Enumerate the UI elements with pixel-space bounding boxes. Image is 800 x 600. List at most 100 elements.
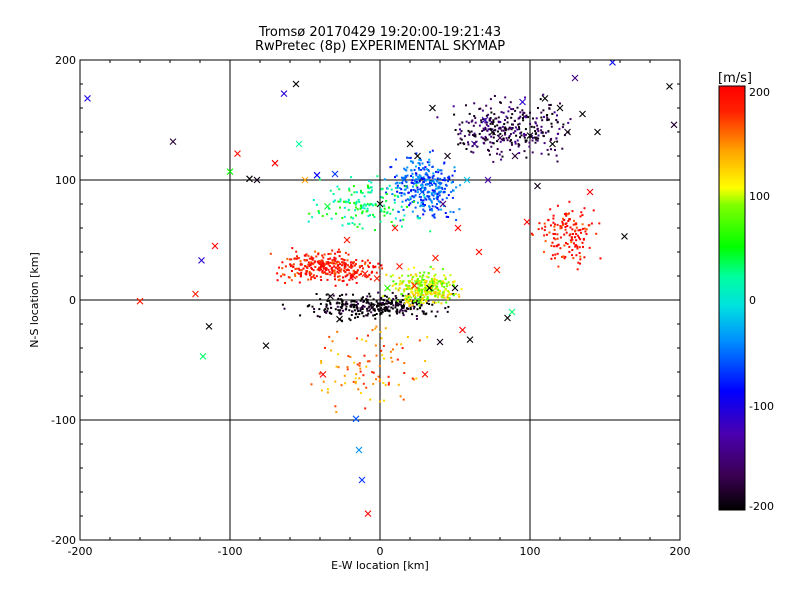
data-point-dot (383, 210, 386, 213)
data-point-dot (367, 264, 369, 267)
data-point-dot (422, 194, 425, 197)
data-point-dot (402, 398, 405, 401)
data-point-dot (352, 269, 355, 272)
data-point-dot (412, 307, 415, 310)
data-point-dot (432, 285, 434, 288)
data-point-dot (348, 202, 351, 204)
data-point-dot (327, 258, 330, 261)
data-point-dot (416, 215, 419, 218)
data-point-cross (508, 308, 516, 316)
data-point-dot (405, 307, 408, 310)
data-point-dot (329, 189, 332, 192)
data-point-dot (505, 137, 508, 140)
data-point-dot (357, 302, 359, 305)
data-point-dot (380, 302, 383, 305)
data-point-dot (309, 272, 312, 275)
data-point-dot (548, 231, 551, 234)
data-point-dot (443, 204, 445, 207)
data-point-dot (429, 292, 432, 294)
data-point-dot (568, 200, 571, 203)
data-point-dot (423, 210, 426, 213)
data-point-dot (386, 211, 389, 214)
data-point-dot (347, 264, 349, 267)
data-point-dot (420, 184, 422, 187)
data-point-dot (540, 116, 543, 119)
data-point-dot (383, 294, 386, 297)
data-point-dot (390, 306, 393, 309)
data-point-dot (318, 212, 321, 214)
data-point-dot (508, 135, 511, 137)
data-point-dot (516, 106, 519, 109)
data-point-dot (379, 313, 382, 316)
data-point-dot (352, 293, 354, 296)
data-point-dot (413, 305, 416, 308)
data-point-dot (385, 193, 388, 195)
data-point-dot (422, 167, 425, 170)
data-point-cross (373, 275, 381, 282)
data-point-dot (567, 121, 570, 124)
data-point-dot (377, 375, 380, 378)
data-point-dot (561, 256, 563, 258)
data-point-dot (485, 114, 488, 117)
data-point-dot (394, 287, 397, 290)
data-point-dot (445, 197, 448, 200)
data-point-cross (421, 371, 429, 378)
data-point-cross (319, 371, 327, 378)
data-point-dot (341, 264, 343, 267)
data-point-dot (300, 273, 302, 276)
data-point-dot (427, 175, 430, 178)
data-point-dot (310, 255, 313, 258)
data-point-dot (509, 140, 512, 143)
data-point-dot (312, 199, 315, 201)
data-point-dot (400, 305, 403, 307)
data-point-dot (473, 102, 476, 105)
data-point-dot (424, 188, 426, 191)
data-point-dot (533, 136, 536, 139)
data-point-dot (425, 275, 428, 278)
data-point-dot (422, 278, 425, 281)
data-point-dot (361, 206, 364, 209)
data-point-dot (413, 168, 416, 171)
data-point-dot (330, 262, 333, 265)
data-point-dot (348, 279, 351, 281)
data-point-dot (392, 348, 394, 351)
data-point-dot (343, 259, 346, 261)
data-point-dot (350, 300, 353, 303)
data-point-dot (341, 300, 344, 303)
data-point-dot (419, 283, 422, 286)
data-point-dot (401, 294, 404, 297)
data-point-dot (445, 184, 448, 187)
data-point-cross (292, 80, 300, 88)
data-point-dot (457, 143, 460, 146)
data-point-dot (367, 266, 370, 268)
data-point-dot (367, 301, 370, 304)
data-point-dot (370, 203, 373, 206)
data-point-dot (531, 151, 534, 154)
data-point-dot (339, 309, 342, 312)
data-point-dot (561, 220, 564, 223)
data-point-dot (429, 265, 432, 268)
data-point-dot (312, 263, 315, 266)
data-point-dot (310, 278, 312, 281)
data-point-dot (314, 260, 316, 263)
data-point-dot (485, 121, 488, 124)
data-point-dot (389, 350, 392, 353)
data-point-dot (398, 276, 401, 279)
data-point-dot (517, 145, 520, 148)
data-point-dot (440, 182, 443, 185)
data-point-dot (418, 195, 421, 198)
data-point-dot (331, 249, 334, 252)
data-point-dot (326, 273, 329, 276)
data-point-cross (211, 242, 219, 250)
data-point-dot (330, 312, 333, 315)
data-point-dot (310, 383, 313, 386)
data-point-dot (431, 183, 434, 186)
data-point-dot (517, 143, 520, 146)
data-point-dot (406, 186, 409, 189)
data-point-dot (480, 136, 483, 139)
data-point-dot (381, 267, 384, 270)
data-point-dot (482, 118, 485, 121)
data-point-dot (444, 307, 447, 310)
data-point-dot (575, 254, 578, 257)
data-point-dot (307, 254, 310, 257)
